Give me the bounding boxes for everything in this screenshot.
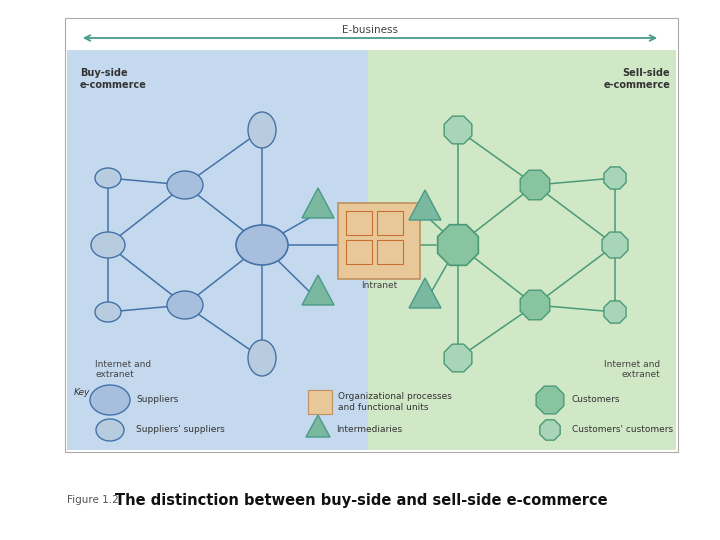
Ellipse shape <box>95 302 121 322</box>
Bar <box>338 203 420 279</box>
Polygon shape <box>444 344 472 372</box>
Text: Intermediaries: Intermediaries <box>336 426 402 435</box>
Polygon shape <box>521 170 550 200</box>
Ellipse shape <box>95 168 121 188</box>
Bar <box>377 240 403 264</box>
Ellipse shape <box>248 340 276 376</box>
Polygon shape <box>438 225 478 265</box>
Polygon shape <box>409 190 441 220</box>
Ellipse shape <box>96 419 124 441</box>
Text: Intranet: Intranet <box>361 281 397 290</box>
Ellipse shape <box>248 112 276 148</box>
Ellipse shape <box>90 385 130 415</box>
Polygon shape <box>409 278 441 308</box>
Text: Buy-side
e-commerce: Buy-side e-commerce <box>80 68 147 90</box>
Text: Suppliers' suppliers: Suppliers' suppliers <box>136 426 225 435</box>
Text: Suppliers: Suppliers <box>136 395 179 404</box>
Text: E-business: E-business <box>342 25 398 35</box>
Text: Key: Key <box>74 388 91 397</box>
Bar <box>368 50 676 450</box>
Polygon shape <box>604 301 626 323</box>
Text: The distinction between buy-side and sell-side e-commerce: The distinction between buy-side and sel… <box>115 492 608 508</box>
Polygon shape <box>604 167 626 189</box>
Ellipse shape <box>236 225 288 265</box>
Text: Internet and
extranet: Internet and extranet <box>604 360 660 380</box>
Text: Figure 1.2: Figure 1.2 <box>67 495 119 505</box>
Bar <box>346 211 372 235</box>
Bar <box>308 390 332 414</box>
Polygon shape <box>444 116 472 144</box>
Polygon shape <box>521 290 550 320</box>
Polygon shape <box>602 232 628 258</box>
Bar <box>377 211 403 235</box>
Ellipse shape <box>91 232 125 258</box>
Polygon shape <box>302 275 334 305</box>
Ellipse shape <box>167 291 203 319</box>
Text: Customers' customers: Customers' customers <box>572 426 673 435</box>
Ellipse shape <box>167 171 203 199</box>
Bar <box>346 240 372 264</box>
Text: Sell-side
e-commerce: Sell-side e-commerce <box>603 68 670 90</box>
Polygon shape <box>536 386 564 414</box>
Polygon shape <box>306 415 330 437</box>
Text: Internet and
extranet: Internet and extranet <box>95 360 151 380</box>
Text: Organizational processes
and functional units: Organizational processes and functional … <box>338 392 452 411</box>
Polygon shape <box>540 420 560 440</box>
Polygon shape <box>302 188 334 218</box>
Text: Customers: Customers <box>572 395 621 404</box>
Bar <box>67 50 368 450</box>
Bar <box>65 18 678 452</box>
